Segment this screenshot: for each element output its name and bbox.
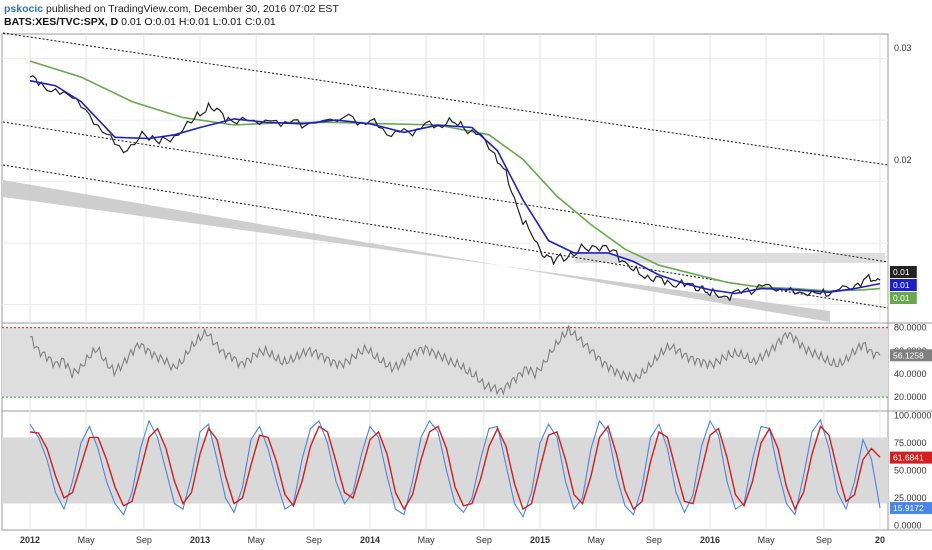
publish-info: published on TradingView.com, December 3… [46, 3, 339, 15]
price-badge: 0.01 [893, 280, 910, 290]
symbol-line: BATS:XES/TVC:SPX, D 0.01 O:0.01 H:0.01 L… [4, 16, 339, 29]
trend-line [2, 32, 889, 166]
channel-band [3, 180, 830, 322]
stoch-y-tick: 50.0000 [894, 466, 927, 476]
ohlc-values: 0.01 O:0.01 H:0.01 L:0.01 C:0.01 [121, 16, 276, 28]
symbol-label[interactable]: BATS:XES/TVC:SPX, D [4, 16, 119, 28]
rsi-value-badge-bg [890, 349, 932, 362]
stoch-d-badge: 15.9172 [893, 503, 924, 513]
x-axis-label: May [248, 535, 266, 545]
fast-ma-line [29, 79, 881, 295]
x-axis-label: 2015 [530, 535, 550, 545]
x-axis-label: Sep [306, 535, 322, 545]
rsi-value-badge: 56.1258 [893, 350, 924, 360]
stoch-d-line [29, 424, 881, 511]
stoch-k-badge-bg [890, 451, 932, 464]
rsi-line [29, 325, 881, 396]
price-badge-bg [890, 279, 917, 291]
price-y-tick: 0.02 [894, 155, 912, 165]
publish-line: pskocic published on TradingView.com, De… [4, 3, 339, 16]
x-axis-label: May [588, 535, 606, 545]
stoch-y-tick: 0.0000 [894, 521, 922, 531]
trend-line [2, 121, 889, 263]
rsi-band [2, 327, 888, 398]
rsi-y-tick: 40.0000 [894, 369, 927, 379]
close-line [29, 75, 881, 302]
x-axis-label: May [78, 535, 96, 545]
projection-box [575, 253, 885, 263]
stoch-k-badge: 61.6841 [893, 453, 924, 463]
price-badge-bg [890, 292, 917, 304]
x-axis-label: 20 [875, 535, 885, 545]
trend-line [2, 164, 889, 309]
x-axis-label: Sep [816, 535, 832, 545]
stoch-y-tick: 100.0000 [894, 410, 932, 420]
price-y-tick: 0.03 [894, 43, 912, 53]
x-axis-label: May [758, 535, 776, 545]
price-badge-bg [890, 266, 917, 278]
stoch-y-tick: 75.0000 [894, 438, 927, 448]
price-badge: 0.01 [893, 267, 910, 277]
x-axis-label: 2016 [700, 535, 720, 545]
price-badge: 0.01 [893, 293, 910, 303]
x-axis-label: Sep [646, 535, 662, 545]
stoch-k-line [29, 418, 881, 519]
username-link[interactable]: pskocic [4, 3, 44, 15]
x-axis-label: May [418, 535, 436, 545]
x-axis-label: Sep [476, 535, 492, 545]
stoch-y-tick: 25.0000 [894, 493, 927, 503]
stoch-band [2, 437, 888, 504]
x-axis-label: 2012 [20, 535, 40, 545]
x-axis-label: Sep [136, 535, 152, 545]
rsi-y-tick: 80.0000 [894, 323, 927, 333]
slow-ma-line [29, 60, 881, 292]
stoch-d-badge-bg [890, 502, 932, 515]
rsi-y-tick: 20.0000 [894, 392, 927, 402]
chart-header: pskocic published on TradingView.com, De… [4, 3, 339, 29]
x-axis-label: 2013 [190, 535, 210, 545]
x-axis-label: 2014 [360, 535, 380, 545]
